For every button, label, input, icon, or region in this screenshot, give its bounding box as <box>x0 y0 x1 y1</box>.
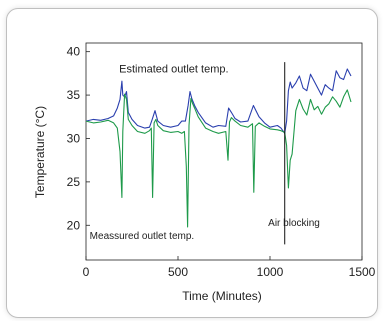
annotation-estimated-outlet-temp: Estimated outlet temp. <box>119 64 228 76</box>
series-lines <box>85 62 352 245</box>
y-tick-label: 30 <box>67 131 81 145</box>
y-tick-label: 20 <box>67 218 81 232</box>
x-tick-label: 500 <box>168 265 188 279</box>
annotations: Estimated outlet temp. Meassured outlet t… <box>90 64 320 243</box>
series-line-1 <box>85 68 352 134</box>
x-axis-label: Time (Minutes) <box>182 289 262 303</box>
y-axis: 20 25 30 35 40 <box>67 45 90 232</box>
x-axis: 0 500 1000 1500 <box>83 256 376 279</box>
x-tick-label: 1500 <box>349 265 376 279</box>
y-tick-label: 35 <box>67 88 81 102</box>
y-tick-label: 25 <box>67 175 81 189</box>
y-axis-label: Temperature (°C) <box>33 106 47 198</box>
annotation-measured-outlet-temp: Meassured outlet temp. <box>90 231 194 242</box>
x-tick-label: 0 <box>83 265 90 279</box>
plot-area <box>85 42 363 261</box>
x-tick-label: 1000 <box>257 265 284 279</box>
series-line-2 <box>85 89 352 228</box>
annotation-air-blocking: Air blocking <box>268 218 320 229</box>
y-tick-label: 40 <box>67 45 81 59</box>
